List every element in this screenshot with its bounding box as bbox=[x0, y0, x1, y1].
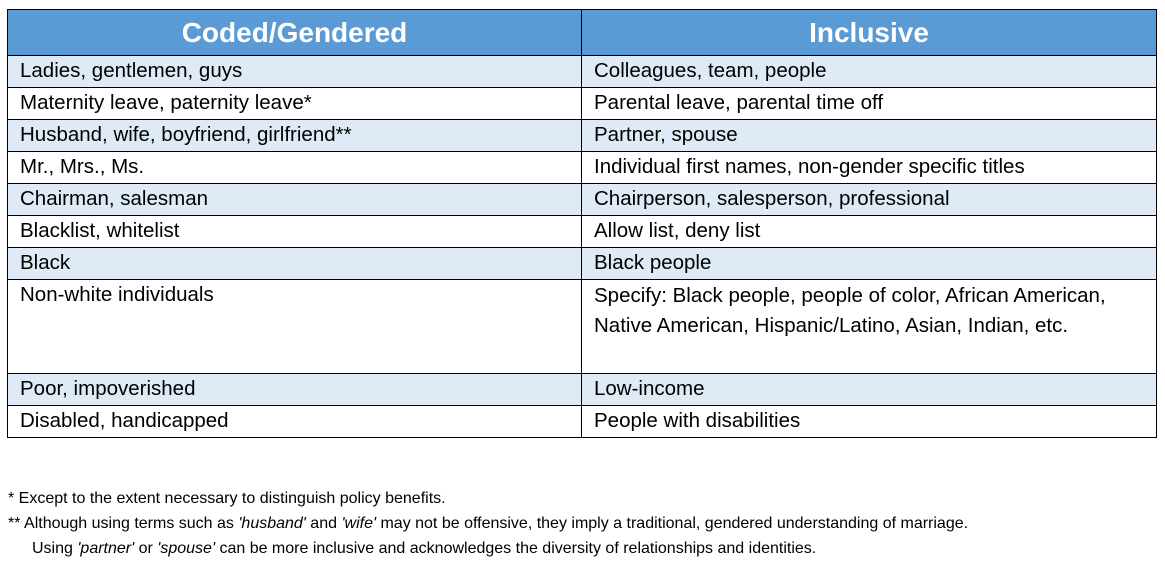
inclusive-term-cell: Black people bbox=[581, 247, 1157, 280]
term-husband: 'husband' bbox=[238, 515, 306, 532]
footnote-1: * Except to the extent necessary to dist… bbox=[8, 490, 446, 507]
coded-term-cell: Ladies, gentlemen, guys bbox=[7, 55, 582, 88]
table-row: Husband, wife, boyfriend, girlfriend** P… bbox=[7, 119, 1157, 152]
header-inclusive: Inclusive bbox=[581, 9, 1157, 56]
inclusive-term-cell: Specify: Black people, people of color, … bbox=[581, 279, 1157, 374]
footnotes: * Except to the extent necessary to dist… bbox=[8, 486, 1158, 561]
coded-term-cell: Non-white individuals bbox=[7, 279, 582, 374]
header-row: Coded/Gendered Inclusive bbox=[7, 9, 1157, 56]
term-wife: 'wife' bbox=[341, 515, 377, 532]
footnote-2-suffix: may not be offensive, they imply a tradi… bbox=[376, 515, 969, 532]
coded-term-cell: Poor, impoverished bbox=[7, 373, 582, 406]
inclusive-term-cell: Colleagues, team, people bbox=[581, 55, 1157, 88]
footnote-2-mid: and bbox=[305, 515, 342, 532]
table-row: Ladies, gentlemen, guys Colleagues, team… bbox=[7, 55, 1157, 88]
table-row: Mr., Mrs., Ms. Individual first names, n… bbox=[7, 151, 1157, 184]
inclusive-term-cell: People with disabilities bbox=[581, 405, 1157, 438]
table-row: Disabled, handicapped People with disabi… bbox=[7, 405, 1157, 438]
table-row: Maternity leave, paternity leave* Parent… bbox=[7, 87, 1157, 120]
terms-table: Coded/Gendered Inclusive Ladies, gentlem… bbox=[7, 9, 1157, 438]
inclusive-term-cell: Partner, spouse bbox=[581, 119, 1157, 152]
footnote-2-prefix: ** Although using terms such as bbox=[8, 515, 239, 532]
header-coded-gendered: Coded/Gendered bbox=[7, 9, 582, 56]
coded-term-cell: Black bbox=[7, 247, 582, 280]
table-row: Poor, impoverished Low-income bbox=[7, 373, 1157, 406]
footnote-2-cont-prefix: Using bbox=[32, 540, 78, 557]
footnote-2-cont-mid: or bbox=[134, 540, 158, 557]
footnote-2: ** Although using terms such as 'husband… bbox=[8, 511, 1158, 536]
inclusive-term-cell: Allow list, deny list bbox=[581, 215, 1157, 248]
table-row: Blacklist, whitelist Allow list, deny li… bbox=[7, 215, 1157, 248]
coded-term-cell: Chairman, salesman bbox=[7, 183, 582, 216]
footnote-2-continuation: Using 'partner' or 'spouse' can be more … bbox=[8, 536, 1158, 561]
term-partner: 'partner' bbox=[77, 540, 135, 557]
table-row: Chairman, salesman Chairperson, salesper… bbox=[7, 183, 1157, 216]
inclusive-term-cell: Individual first names, non-gender speci… bbox=[581, 151, 1157, 184]
inclusive-term-cell: Chairperson, salesperson, professional bbox=[581, 183, 1157, 216]
coded-term-cell: Disabled, handicapped bbox=[7, 405, 582, 438]
footnote-2-cont-suffix: can be more inclusive and acknowledges t… bbox=[215, 540, 817, 557]
table-row: Black Black people bbox=[7, 247, 1157, 280]
coded-term-cell: Maternity leave, paternity leave* bbox=[7, 87, 582, 120]
coded-term-cell: Husband, wife, boyfriend, girlfriend** bbox=[7, 119, 582, 152]
inclusive-term-cell: Parental leave, parental time off bbox=[581, 87, 1157, 120]
term-spouse: 'spouse' bbox=[157, 540, 215, 557]
inclusive-term-cell: Low-income bbox=[581, 373, 1157, 406]
table-row: Non-white individuals Specify: Black peo… bbox=[7, 279, 1157, 374]
coded-term-cell: Mr., Mrs., Ms. bbox=[7, 151, 582, 184]
coded-term-cell: Blacklist, whitelist bbox=[7, 215, 582, 248]
